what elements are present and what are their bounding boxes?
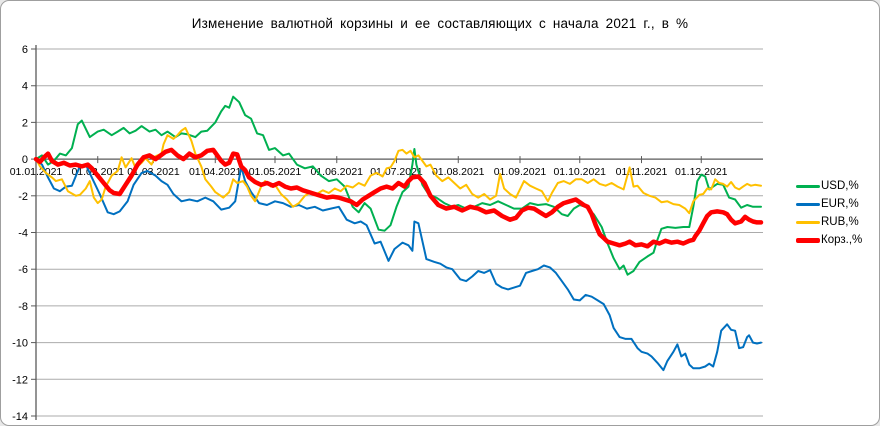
x-tick-label-01.12.2021: 01.12.2021 [675, 166, 728, 178]
x-tick-label-01.11.2021: 01.11.2021 [616, 166, 668, 178]
x-tick-label-01.10.2021: 01.10.2021 [553, 166, 606, 178]
legend-item-eur: EUR,% [796, 197, 862, 211]
x-tick-label-01.04.2021: 01.04.2021 [189, 166, 242, 178]
y-tick-label--10: -10 [12, 338, 28, 350]
legend-label-eur: EUR,% [821, 198, 859, 210]
x-tick-label-01.01.2021: 01.01.2021 [10, 166, 63, 178]
chart-title: Изменение валютной корзины и ее составля… [191, 16, 689, 31]
x-tick-label-01.06.2021: 01.06.2021 [310, 166, 363, 178]
y-tick-label-6: 6 [22, 44, 28, 56]
x-tick-label-01.09.2021: 01.09.2021 [494, 166, 547, 178]
legend-item-basket: Корз.,% [796, 233, 862, 247]
legend-swatch-basket [796, 237, 820, 243]
legend-swatch-eur [796, 202, 820, 206]
legend-label-rub: RUB,% [821, 216, 859, 228]
x-tick-label-01.05.2021: 01.05.2021 [249, 166, 302, 178]
series-line-eur [35, 158, 762, 372]
y-tick-label--4: -4 [18, 228, 28, 240]
y-tick-label--12: -12 [12, 374, 28, 386]
legend-label-basket: Корз.,% [821, 234, 863, 246]
y-tick-label-4: 4 [22, 81, 28, 93]
y-tick-label-0: 0 [22, 154, 28, 166]
chart-legend: USD,% EUR,% RUB,% Корз.,% [796, 179, 862, 247]
y-tick-label--14: -14 [12, 411, 28, 423]
legend-swatch-usd [796, 184, 820, 188]
y-tick-label--6: -6 [18, 264, 28, 276]
y-tick-label-2: 2 [22, 117, 28, 129]
y-tick-label--2: -2 [18, 191, 28, 203]
legend-item-rub: RUB,% [796, 215, 862, 229]
legend-item-usd: USD,% [796, 179, 862, 193]
legend-swatch-rub [796, 220, 820, 224]
legend-label-usd: USD,% [821, 180, 859, 192]
series-line-basket [33, 147, 764, 249]
x-tick-label-01.08.2021: 01.08.2021 [432, 166, 485, 178]
y-tick-label--8: -8 [18, 301, 28, 313]
